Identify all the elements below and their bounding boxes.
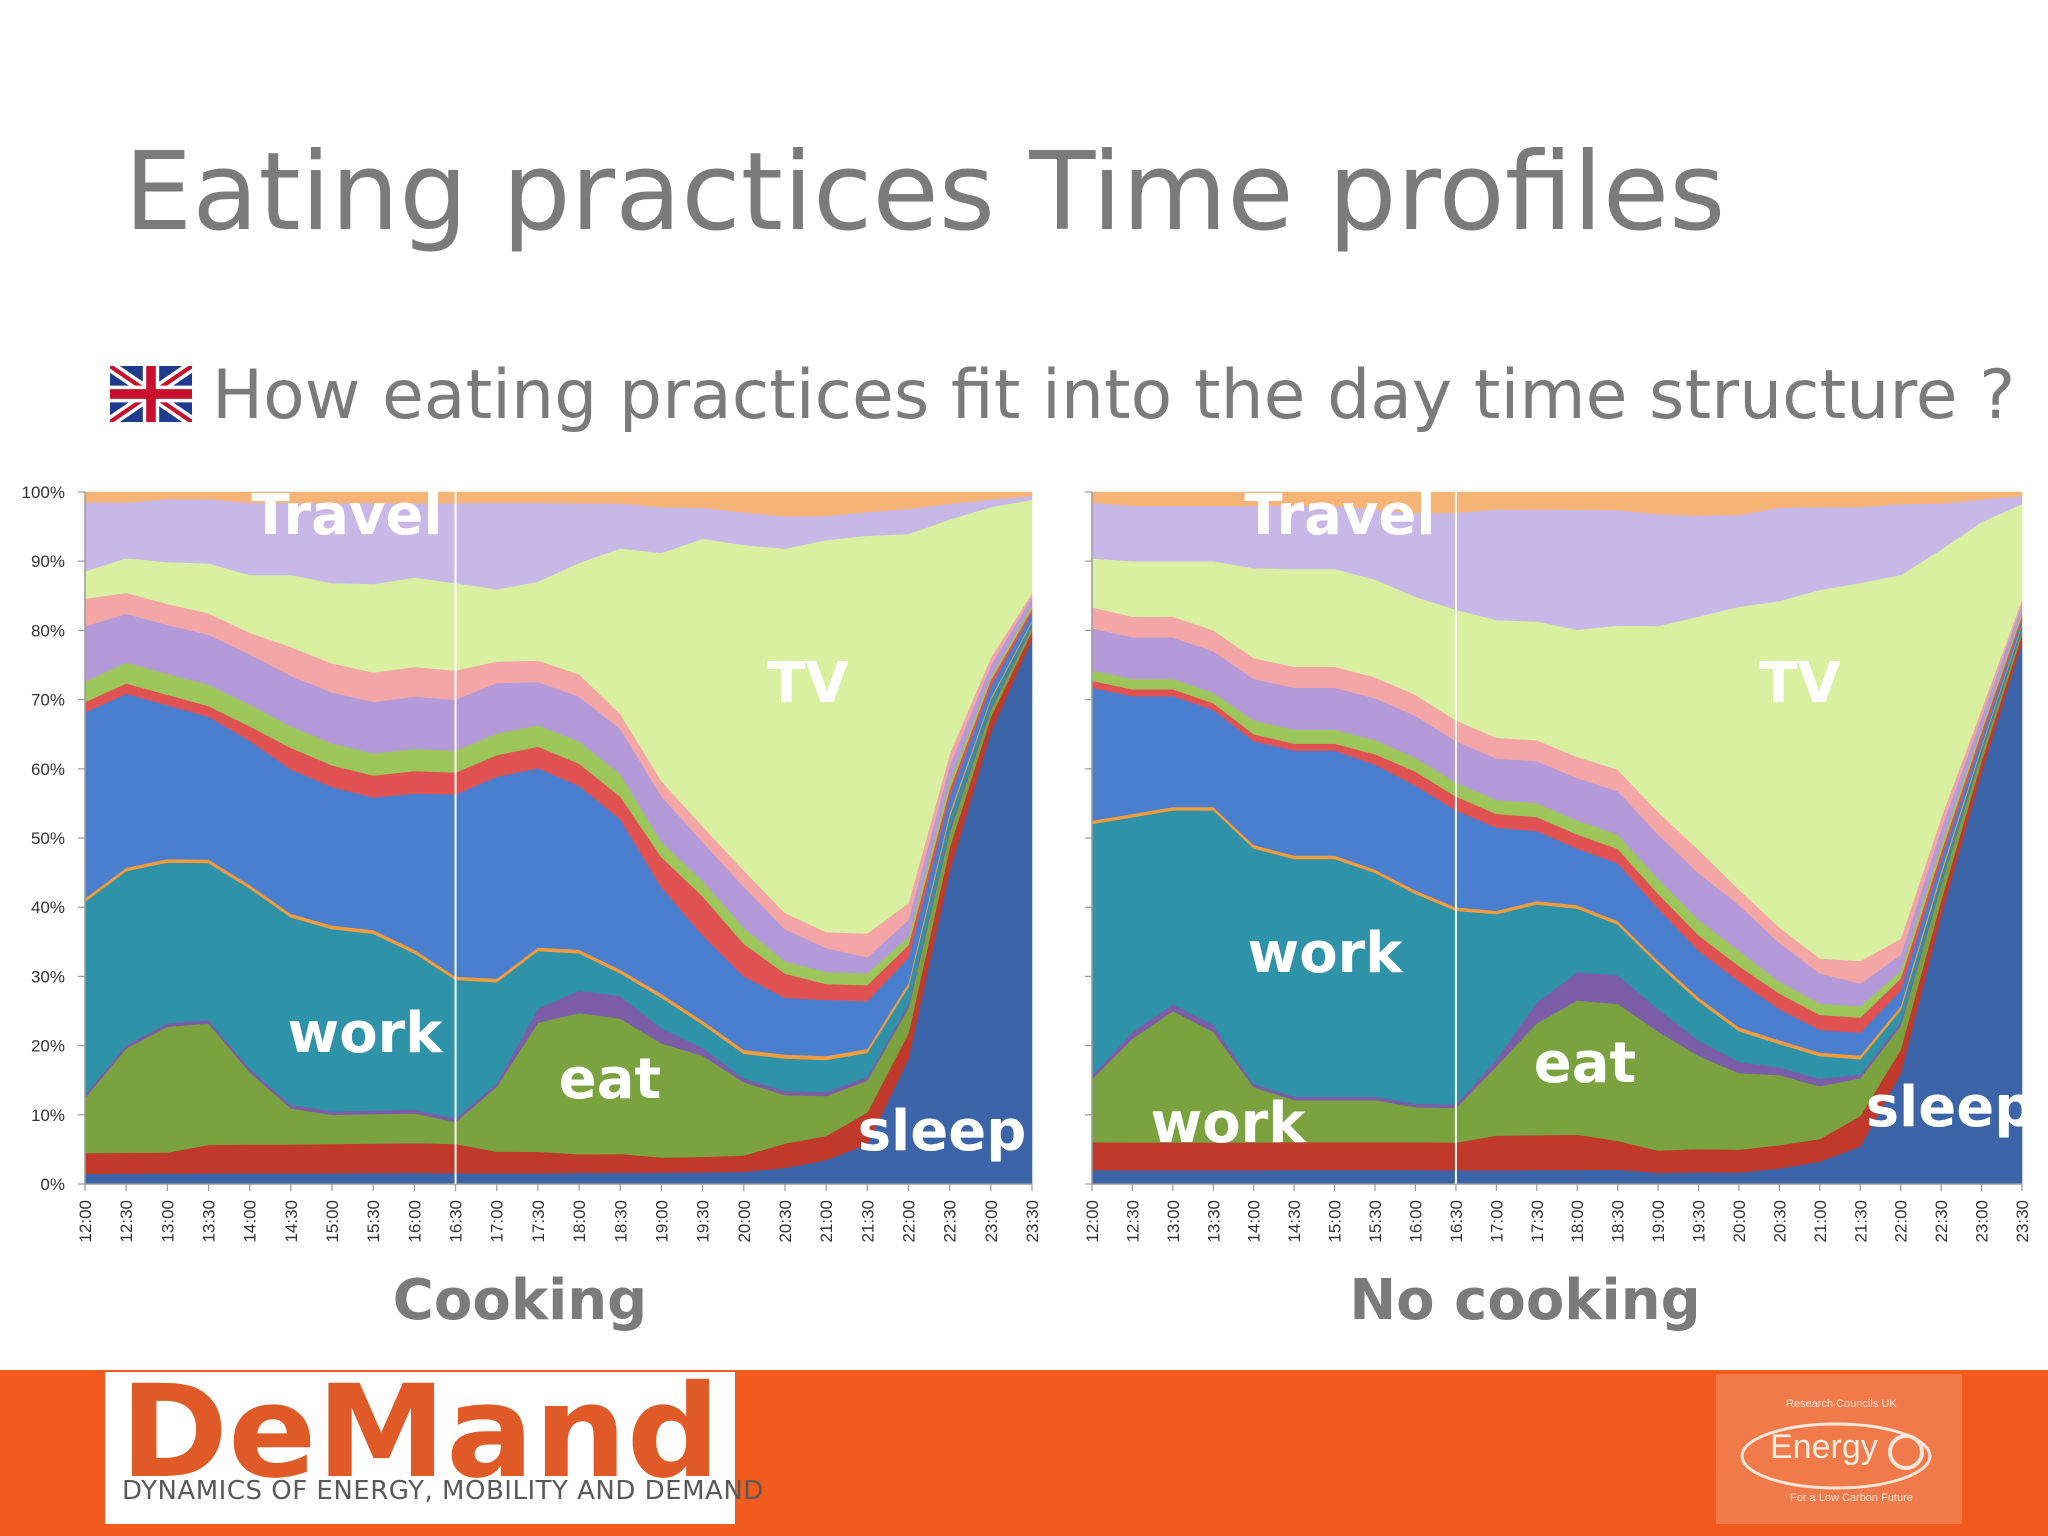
x-tick-label: 14:30	[282, 1200, 301, 1243]
y-tick-label: 10%	[31, 1106, 65, 1125]
x-tick-label: 14:30	[1285, 1200, 1304, 1243]
x-tick-label: 15:00	[1326, 1200, 1345, 1243]
x-tick-label: 23:00	[982, 1200, 1001, 1243]
page-subtitle: How eating practices fit into the day ti…	[212, 356, 2016, 435]
y-tick-label: 30%	[31, 967, 65, 986]
x-tick-label: 18:00	[1568, 1200, 1587, 1243]
x-tick-label: 12:30	[117, 1200, 136, 1243]
chart-no-cooking: 12:00 12:30 13:00 13:30 14:00 14:30 15:00 15:30…	[1010, 470, 2048, 1310]
x-tick-label: 16:00	[405, 1200, 424, 1243]
area-series-14	[1091, 491, 2023, 516]
x-tick-label: 12:00	[1083, 1200, 1102, 1243]
logo-wordmark: DeMand	[120, 1368, 720, 1488]
y-tick-label: 80%	[31, 621, 65, 640]
x-tick-label: 14:00	[241, 1200, 260, 1243]
x-tick-label: 21:30	[858, 1200, 877, 1243]
x-tick-label: 16:30	[447, 1200, 466, 1243]
y-tick-label: 60%	[31, 760, 65, 779]
x-tick-label: 15:00	[323, 1200, 342, 1243]
annotation-label-tv: TV	[1759, 651, 1841, 716]
page-title: Eating practices Time profiles	[124, 130, 1726, 255]
annotation-label-eat: eat	[559, 1047, 662, 1112]
y-tick-label: 100%	[22, 483, 65, 502]
x-tick-label: 20:00	[1730, 1200, 1749, 1243]
chart-cooking: 0% 10% 20% 30% 40% 50% 60% 70% 80% 90% 100% 12:00 12…	[0, 470, 1060, 1310]
chart-no-cooking-svg: 12:00 12:30 13:00 13:30 14:00 14:30 15:00 15:30…	[1083, 483, 2035, 1243]
x-tick-label: 20:30	[1770, 1200, 1789, 1243]
x-tick-label: 17:00	[488, 1200, 507, 1243]
x-tick-label: 15:30	[1366, 1200, 1385, 1243]
area-series-14	[84, 491, 1033, 517]
x-tick-label: 19:30	[1690, 1200, 1709, 1243]
chart-caption-cooking: Cooking	[392, 1268, 648, 1333]
annotation-label-tv: TV	[767, 651, 849, 716]
logo-tagline: DYNAMICS OF ENERGY, MOBILITY AND DEMAND	[122, 1476, 764, 1506]
x-tick-label: 19:00	[652, 1200, 671, 1243]
x-tick-label: 21:00	[1811, 1200, 1830, 1243]
x-tick-label: 18:30	[611, 1200, 630, 1243]
x-tick-label: 22:30	[1932, 1200, 1951, 1243]
x-tick-label: 17:00	[1487, 1200, 1506, 1243]
x-tick-label: 14:00	[1245, 1200, 1264, 1243]
x-tick-label: 21:30	[1851, 1200, 1870, 1243]
y-tick-label: 20%	[31, 1037, 65, 1056]
x-tick-label: 18:00	[570, 1200, 589, 1243]
annotation-label-eat: eat	[1534, 1031, 1637, 1096]
x-tick-label: 17:30	[529, 1200, 548, 1243]
energy-logo-word: Energy	[1770, 1428, 1878, 1466]
annotation-label-work: work	[1150, 1091, 1307, 1156]
x-tick-label: 16:30	[1447, 1200, 1466, 1243]
x-tick-label: 19:00	[1649, 1200, 1668, 1243]
x-tick-label: 23:30	[2013, 1200, 2032, 1243]
y-tick-label: 0%	[40, 1175, 65, 1194]
y-tick-label: 90%	[31, 552, 65, 571]
x-tick-label: 22:00	[1892, 1200, 1911, 1243]
x-tick-label: 12:00	[76, 1200, 95, 1243]
y-tick-label: 40%	[31, 898, 65, 917]
x-tick-label: 18:30	[1609, 1200, 1628, 1243]
demand-logo	[105, 1372, 735, 1524]
annotation-label-work: work	[287, 1001, 444, 1066]
y-tick-label: 70%	[31, 691, 65, 710]
x-tick-label: 17:30	[1528, 1200, 1547, 1243]
x-tick-label: 13:00	[158, 1200, 177, 1243]
x-tick-label: 13:30	[200, 1200, 219, 1243]
x-tick-label: 13:00	[1164, 1200, 1183, 1243]
x-tick-label: 21:00	[817, 1200, 836, 1243]
x-tick-label: 16:00	[1406, 1200, 1425, 1243]
x-tick-label: 20:00	[735, 1200, 754, 1243]
annotation-label-travel: Travel	[1244, 483, 1435, 548]
x-tick-label: 22:00	[899, 1200, 918, 1243]
y-tick-label: 50%	[31, 829, 65, 848]
demand-logo-word: DeMand	[120, 1368, 720, 1488]
annotation-label-sleep: sleep	[1866, 1075, 2035, 1140]
x-tick-label: 13:30	[1204, 1200, 1223, 1243]
annotation-label-travel: Travel	[251, 483, 442, 548]
energy-logo-top: Research Councils UK	[1786, 1398, 1897, 1410]
annotation-label-work: work	[1247, 921, 1404, 986]
energy-logo-bottom: For a Low Carbon Future	[1790, 1492, 1913, 1504]
union-jack-flag-icon	[110, 366, 192, 422]
annotation-label-sleep: sleep	[858, 1099, 1027, 1164]
x-tick-label: 23:00	[1973, 1200, 1992, 1243]
x-tick-label: 19:30	[694, 1200, 713, 1243]
x-tick-label: 22:30	[941, 1200, 960, 1243]
x-tick-label: 20:30	[776, 1200, 795, 1243]
x-tick-label: 12:30	[1123, 1200, 1142, 1243]
energy-logo-ring-icon	[1740, 1422, 1932, 1490]
x-tick-label: 15:30	[364, 1200, 383, 1243]
chart-cooking-svg: 0% 10% 20% 30% 40% 50% 60% 70% 80% 90% 100% 12:00 12…	[22, 483, 1042, 1243]
chart-caption-no-cooking: No cooking	[1349, 1268, 1701, 1333]
x-tick-label: 23:30	[1023, 1200, 1042, 1243]
